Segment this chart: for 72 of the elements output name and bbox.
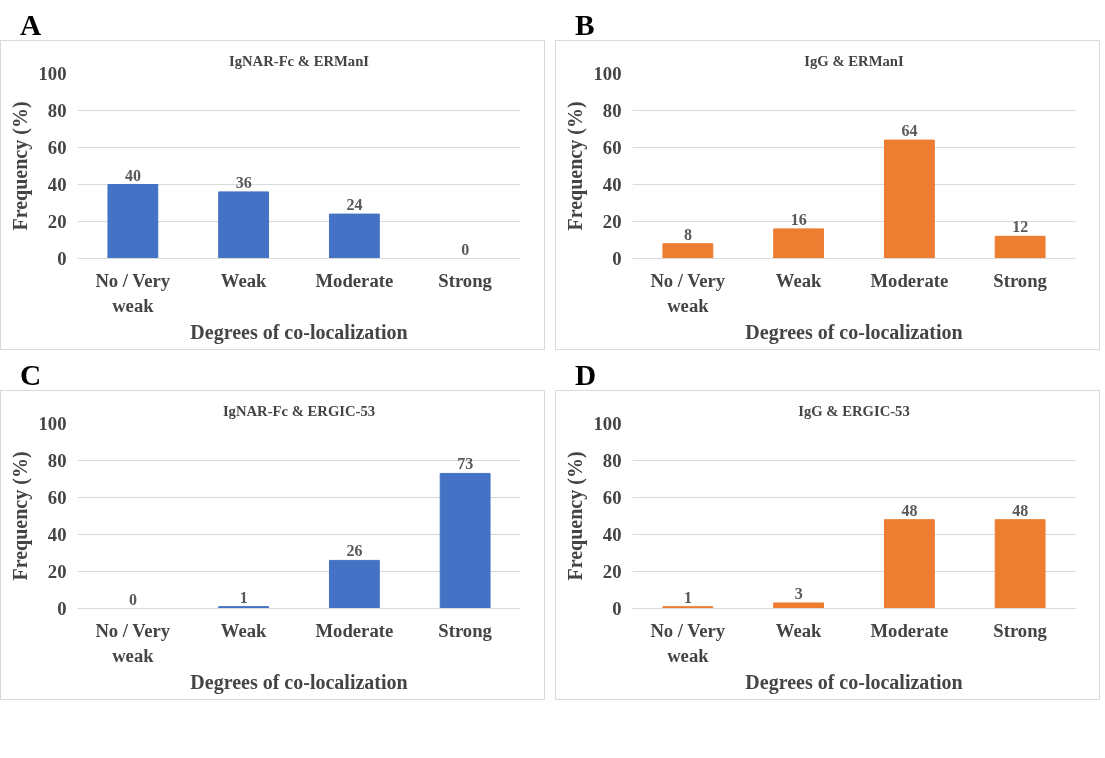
y-tick-label: 40 bbox=[47, 524, 67, 545]
y-tick-label: 40 bbox=[602, 174, 622, 195]
y-tick-label: 100 bbox=[38, 413, 67, 434]
x-axis-title: Degrees of co-localization bbox=[745, 670, 963, 694]
x-tick-label: No / Very weak bbox=[650, 269, 726, 316]
data-label: 24 bbox=[346, 196, 363, 214]
y-tick-label: 80 bbox=[47, 450, 67, 471]
y-tick-label: 0 bbox=[57, 598, 67, 619]
x-tick-label: Weak bbox=[220, 619, 268, 641]
x-tick-label: Moderate bbox=[870, 619, 949, 641]
y-tick-label: 100 bbox=[593, 413, 622, 434]
data-label: 48 bbox=[1012, 501, 1029, 519]
data-label: 3 bbox=[794, 584, 803, 602]
y-tick-label: 100 bbox=[38, 63, 67, 84]
y-axis-title: Frequency (%) bbox=[563, 451, 587, 581]
x-tick-label: Strong bbox=[993, 619, 1048, 641]
x-tick-label: Weak bbox=[775, 269, 823, 291]
y-axis-title: Frequency (%) bbox=[563, 101, 587, 231]
x-axis-title: Degrees of co-localization bbox=[190, 670, 408, 694]
data-label: 73 bbox=[457, 455, 474, 473]
data-label: 48 bbox=[901, 501, 918, 519]
chart-title: IgG & ERManI bbox=[804, 52, 904, 69]
data-label: 0 bbox=[461, 240, 470, 258]
text: B bbox=[575, 8, 595, 43]
x-tick-label: Weak bbox=[775, 619, 823, 641]
x-axis-title: Degrees of co-localization bbox=[190, 320, 408, 344]
chart-title: IgG & ERGIC-53 bbox=[798, 402, 910, 419]
y-axis-title: Frequency (%) bbox=[8, 451, 32, 581]
data-label: 36 bbox=[235, 173, 252, 191]
y-tick-label: 60 bbox=[602, 487, 622, 508]
chart-title: IgNAR-Fc & ERManI bbox=[228, 52, 370, 69]
data-label: 12 bbox=[1012, 218, 1029, 236]
data-label: 16 bbox=[790, 210, 807, 228]
y-tick-label: 80 bbox=[602, 450, 622, 471]
y-tick-label: 80 bbox=[47, 100, 67, 121]
x-tick-label: Strong bbox=[438, 619, 493, 641]
y-tick-label: 100 bbox=[593, 63, 622, 84]
x-tick-label: Moderate bbox=[870, 269, 949, 291]
y-tick-label: 0 bbox=[612, 598, 622, 619]
x-tick-label: Weak bbox=[220, 269, 268, 291]
chart-title: IgNAR-Fc & ERGIC-53 bbox=[222, 402, 376, 419]
data-label: 8 bbox=[683, 225, 692, 243]
x-tick-label: Strong bbox=[993, 269, 1048, 291]
x-tick-label: No / Very weak bbox=[95, 269, 171, 316]
y-tick-label: 60 bbox=[602, 137, 622, 158]
x-tick-label: No / Very weak bbox=[95, 619, 171, 666]
y-tick-label: 40 bbox=[602, 524, 622, 545]
x-tick-label: No / Very weak bbox=[650, 619, 726, 666]
text: C bbox=[20, 358, 42, 393]
y-tick-label: 20 bbox=[47, 211, 67, 232]
data-label: 1 bbox=[239, 588, 248, 606]
text: D bbox=[575, 358, 597, 393]
data-label: 40 bbox=[124, 166, 141, 184]
data-label: 1 bbox=[683, 588, 692, 606]
x-tick-label: Moderate bbox=[315, 619, 394, 641]
y-tick-label: 0 bbox=[612, 248, 622, 269]
y-tick-label: 80 bbox=[602, 100, 622, 121]
x-tick-label: Strong bbox=[438, 269, 493, 291]
y-tick-label: 60 bbox=[47, 137, 67, 158]
x-tick-label: Moderate bbox=[315, 269, 394, 291]
x-axis-title: Degrees of co-localization bbox=[745, 320, 963, 344]
y-tick-label: 20 bbox=[602, 561, 622, 582]
y-tick-label: 20 bbox=[602, 211, 622, 232]
text: A bbox=[20, 8, 42, 43]
data-label: 0 bbox=[128, 590, 137, 608]
data-label: 26 bbox=[346, 542, 363, 560]
y-tick-label: 60 bbox=[47, 487, 67, 508]
y-tick-label: 0 bbox=[57, 248, 67, 269]
data-label: 64 bbox=[901, 122, 918, 140]
y-tick-label: 20 bbox=[47, 561, 67, 582]
y-tick-label: 40 bbox=[47, 174, 67, 195]
y-axis-title: Frequency (%) bbox=[8, 101, 32, 231]
